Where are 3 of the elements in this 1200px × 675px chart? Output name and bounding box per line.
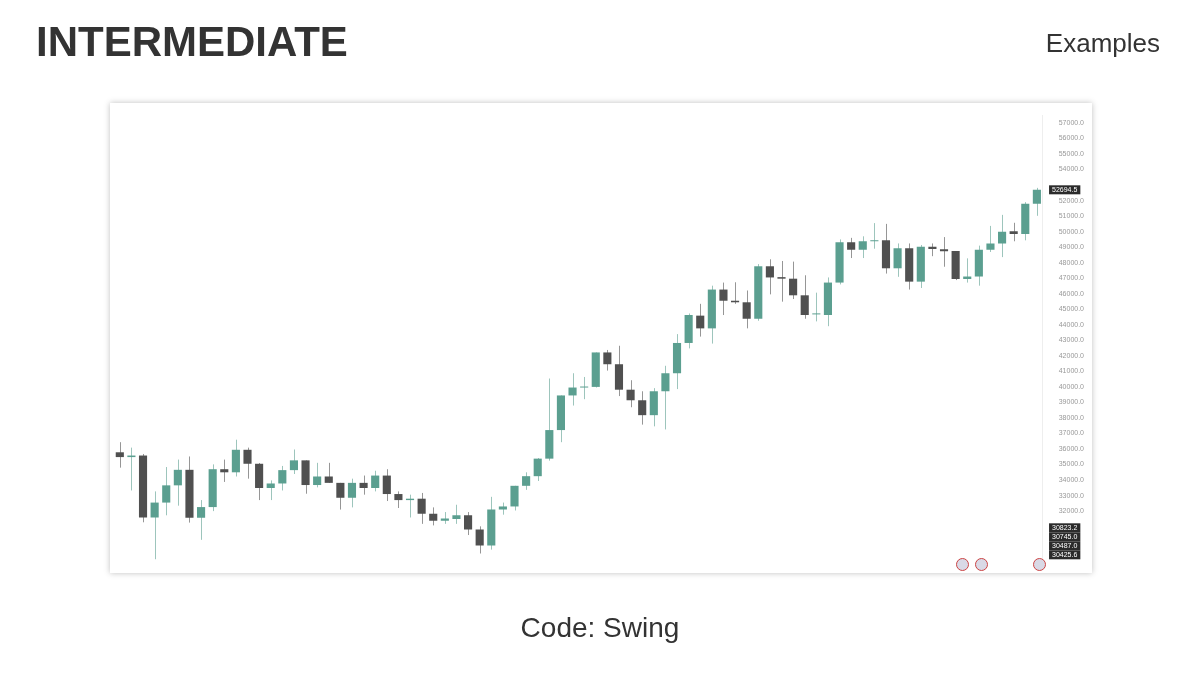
text: Code: Swing: [519, 612, 681, 644]
text: Examples: [1045, 28, 1160, 59]
chart-title: INTERMEDIATE: [36, 18, 348, 66]
